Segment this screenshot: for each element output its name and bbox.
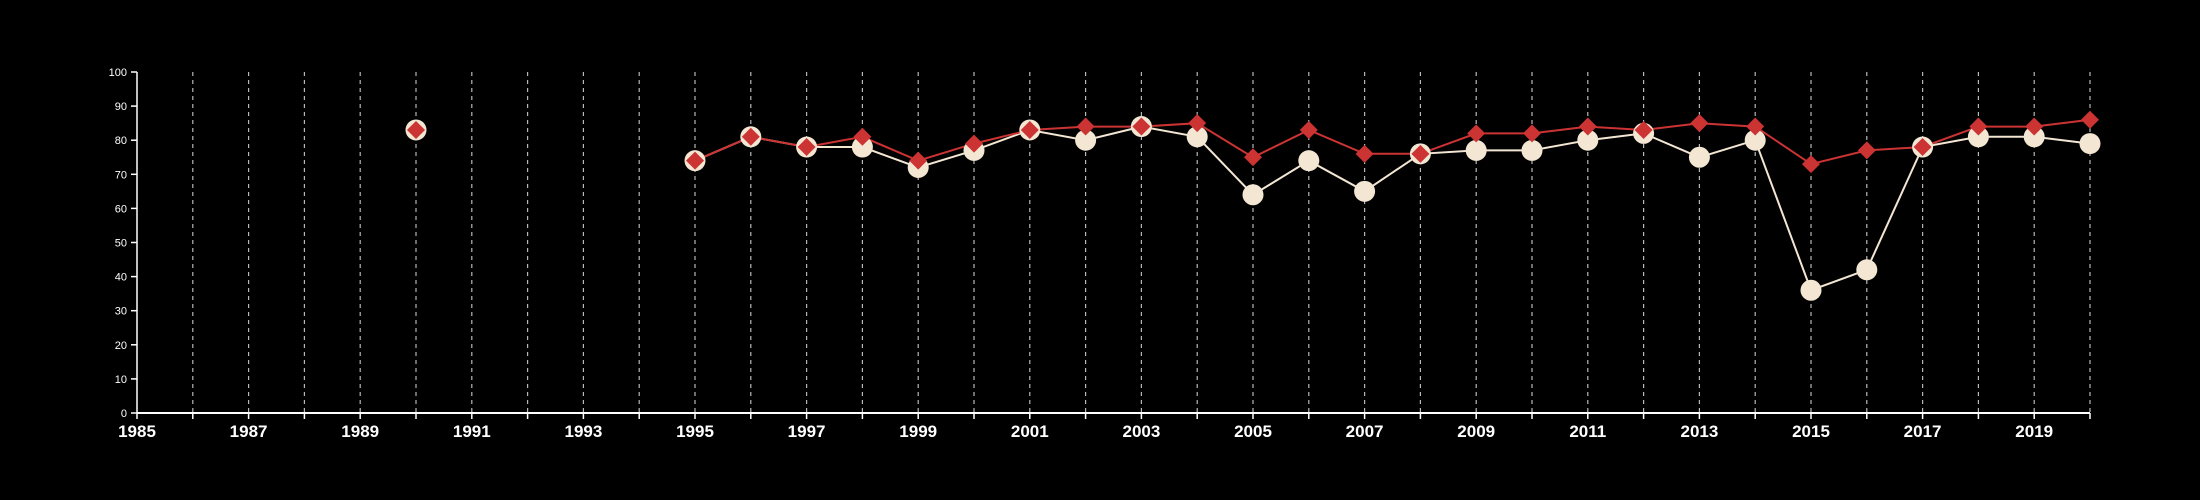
series-1-point: [1800, 279, 1822, 301]
series-1-point: [1744, 129, 1766, 151]
y-tick-label: 70: [115, 169, 127, 181]
series-1-line: [694, 125, 2091, 292]
series-2-point: [1467, 124, 1486, 143]
y-tick-label: 10: [115, 374, 127, 386]
y-tick-label: 50: [115, 238, 127, 250]
series-1-point: [1967, 126, 1989, 148]
x-tick-label: 1985: [118, 422, 156, 441]
x-tick-label: 1995: [676, 422, 714, 441]
series-2-line: [694, 118, 2091, 166]
series-2-point: [1634, 120, 1653, 139]
series-layer: [405, 110, 2101, 301]
y-tick-label: 20: [115, 340, 127, 352]
y-tick-label: 80: [115, 135, 127, 147]
x-tick-label: 2003: [1122, 422, 1160, 441]
y-tick-label: 30: [115, 306, 127, 318]
x-tick-label: 1989: [341, 422, 379, 441]
axis-layer: 0 10 20 30 40 50 60 70 80 90 100 1985 1987 1989 1991 19…: [109, 67, 2091, 441]
x-tick-label: 1993: [564, 422, 602, 441]
series-2-point: [1299, 120, 1318, 139]
y-tick-label: 90: [115, 101, 127, 113]
series-2-point: [2081, 110, 2099, 129]
series-2-point: [1523, 124, 1541, 143]
series-1-point: [1075, 129, 1097, 151]
y-tick-label: 0: [121, 408, 127, 420]
y-tick-label: 60: [115, 203, 127, 215]
series-2-point: [2025, 117, 2044, 136]
x-tick-label: 1999: [899, 422, 937, 441]
series-2-point: [1411, 144, 1430, 163]
series-2-point: [741, 127, 760, 146]
series-2-point: [407, 120, 425, 139]
x-tick-label: 1991: [453, 422, 491, 441]
x-tick-label: 1987: [230, 422, 268, 441]
x-tick-label: 2015: [1792, 422, 1830, 441]
series-1-point: [1186, 126, 1208, 148]
series-2-point: [1857, 141, 1876, 160]
series-1-point: [1465, 139, 1487, 161]
series-2-point: [965, 134, 983, 153]
x-tick-label: 2017: [1904, 422, 1942, 441]
series-2-point: [1076, 117, 1095, 136]
series-2-point: [1355, 144, 1374, 163]
y-tick-label: 100: [109, 67, 127, 79]
series-2-point: [1578, 117, 1597, 136]
series-2-point: [1802, 155, 1820, 174]
series-1-point: [1577, 129, 1599, 151]
x-tick-label: 2007: [1346, 422, 1384, 441]
x-tick-label: 1997: [788, 422, 826, 441]
x-tick-label: 2005: [1234, 422, 1272, 441]
series-1-point: [851, 136, 873, 158]
x-tick-label: 2019: [2015, 422, 2053, 441]
x-tick-label: 2011: [1569, 422, 1606, 441]
series-2-point: [909, 151, 928, 170]
series-1-point: [2079, 133, 2101, 155]
series-1-point: [1354, 180, 1376, 202]
series-2-point: [1746, 117, 1765, 136]
x-tick-label: 2009: [1457, 422, 1495, 441]
x-tick-label: 2001: [1011, 422, 1049, 441]
series-2-point: [1188, 114, 1207, 133]
y-tick-label: 40: [115, 272, 127, 284]
series-2-point: [797, 138, 816, 157]
series-2-point: [686, 151, 704, 170]
series-1-point: [1521, 139, 1543, 161]
series-1-point: [1688, 146, 1710, 168]
series-1-point: [1856, 259, 1878, 281]
series-2-point: [1690, 114, 1709, 133]
x-tick-label: 2013: [1680, 422, 1718, 441]
series-2-point: [1913, 138, 1932, 157]
series-2-point: [1969, 117, 1988, 136]
series-2-point: [1132, 117, 1151, 136]
series-1-point: [1242, 184, 1264, 206]
series-1-point: [2023, 126, 2045, 148]
series-2-point: [1244, 148, 1262, 167]
series-2-point: [853, 127, 872, 146]
series-2-point: [1020, 120, 1039, 139]
series-1-point: [1298, 150, 1320, 172]
